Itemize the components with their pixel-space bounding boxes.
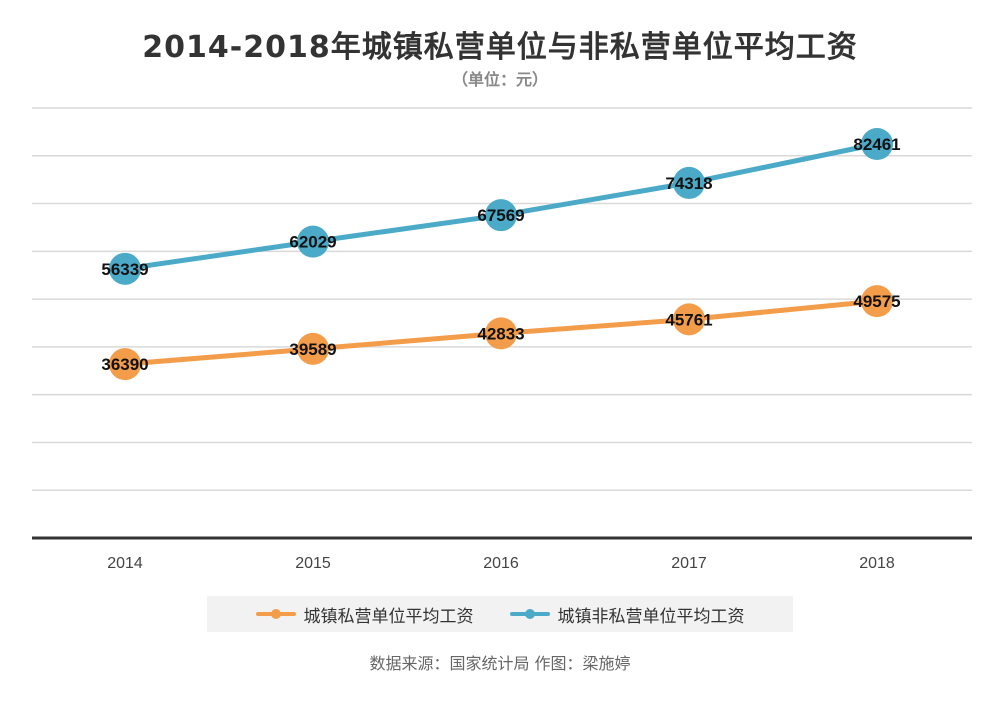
x-tick-label: 2014 <box>107 555 143 572</box>
legend-dot-private <box>270 609 281 619</box>
data-point-private[interactable] <box>485 317 517 350</box>
source-note: 数据来源：国家统计局 作图：梁施婷 <box>369 654 631 673</box>
data-point-nonprivate[interactable] <box>109 252 141 285</box>
x-axis: 2014 2015 2016 2017 2018 <box>107 555 895 572</box>
data-label-nonprivate: 67569 <box>477 206 524 225</box>
legend-label-private: 城镇私营单位平均工资 <box>303 606 474 627</box>
x-tick-label: 2017 <box>671 555 707 572</box>
data-label-nonprivate: 56339 <box>101 260 148 279</box>
legend-label-nonprivate: 城镇非私营单位平均工资 <box>557 606 745 627</box>
legend: 城镇私营单位平均工资 城镇非私营单位平均工资 <box>207 596 793 632</box>
data-label-private: 39589 <box>289 340 336 359</box>
data-point-nonprivate[interactable] <box>673 166 705 199</box>
line-chart: 2014 2015 2016 2017 2018 36390 39589 42833 4576… <box>32 107 972 572</box>
data-labels: 36390 39589 42833 45761 49575 56339 62029 67569… <box>101 135 900 374</box>
chart-title: 2014-2018年城镇私营单位与非私营单位平均工资 <box>142 30 858 65</box>
data-point-nonprivate[interactable] <box>861 128 893 161</box>
data-point-private[interactable] <box>673 303 705 336</box>
x-tick-label: 2015 <box>295 555 331 572</box>
x-tick-label: 2018 <box>859 555 895 572</box>
data-point-private[interactable] <box>861 285 893 318</box>
data-label-nonprivate: 74318 <box>665 174 712 193</box>
data-label-nonprivate: 62029 <box>289 233 336 252</box>
data-label-private: 49575 <box>853 292 900 311</box>
data-point-nonprivate[interactable] <box>485 199 517 232</box>
data-label-nonprivate: 82461 <box>853 135 900 154</box>
legend-item-nonprivate: 城镇非私营单位平均工资 <box>509 602 745 627</box>
data-point-nonprivate[interactable] <box>297 225 329 258</box>
chart-subtitle: （单位：元） <box>451 70 548 89</box>
x-tick-label: 2016 <box>483 555 519 572</box>
legend-item-private: 城镇私营单位平均工资 <box>255 602 474 627</box>
data-label-private: 36390 <box>101 355 148 374</box>
legend-swatch-private <box>255 609 296 619</box>
series-layer <box>109 128 893 381</box>
legend-dot-nonprivate <box>524 609 535 619</box>
legend-swatch-nonprivate <box>509 609 550 619</box>
data-label-private: 42833 <box>477 324 524 343</box>
data-label-private: 45761 <box>665 310 712 329</box>
data-point-private[interactable] <box>109 348 141 381</box>
data-point-private[interactable] <box>297 332 329 365</box>
